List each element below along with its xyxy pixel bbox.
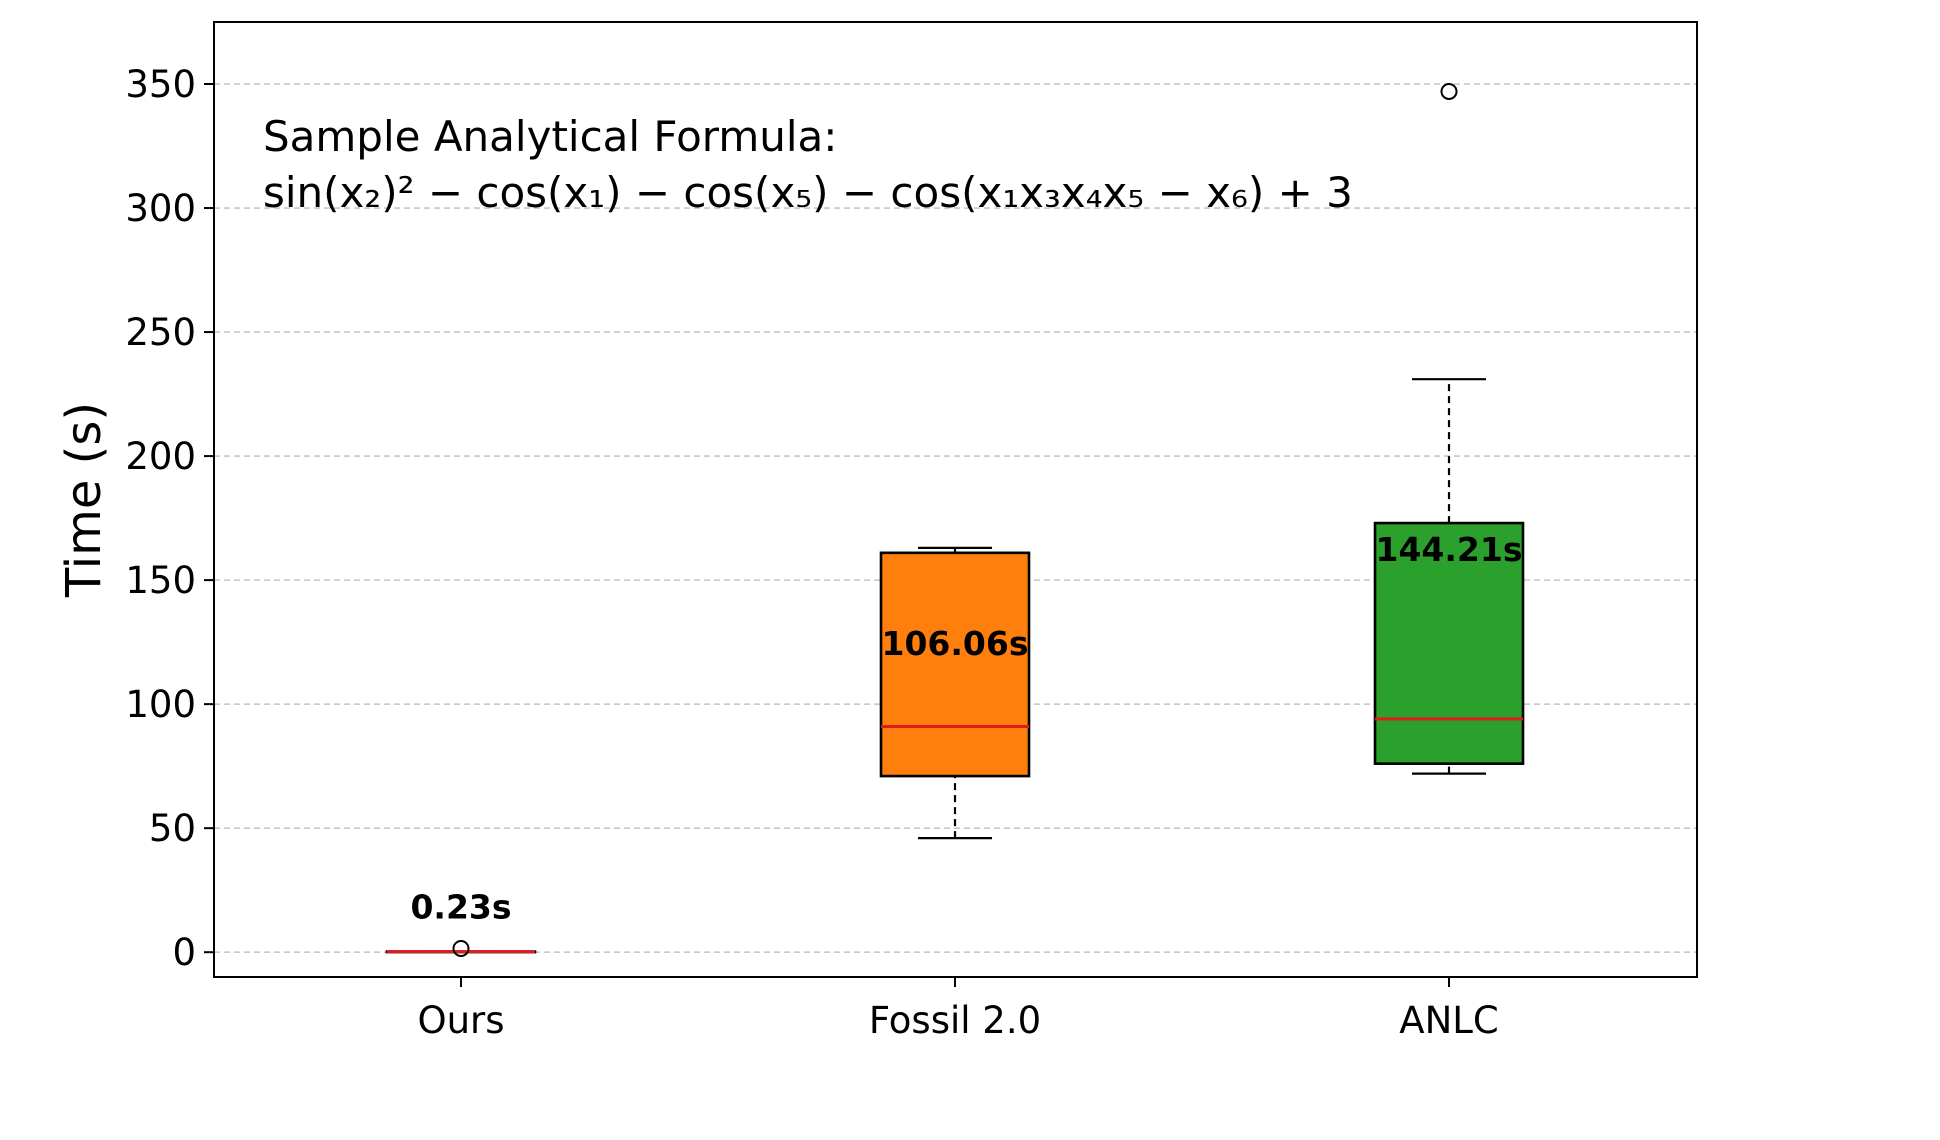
y-tick-label: 250 bbox=[125, 311, 196, 354]
y-tick-label: 100 bbox=[125, 683, 196, 726]
box-body bbox=[879, 551, 1031, 778]
box-group: 0.23s bbox=[385, 888, 537, 957]
axis-ticks: 0 50 100 150 200 250 300 350 Ours Fossil 2.0 ANLC bbox=[125, 63, 1498, 1042]
x-tick-label: Ours bbox=[417, 999, 504, 1042]
y-tick-label: 50 bbox=[149, 807, 196, 850]
annotation-title: Sample Analytical Formula: bbox=[263, 112, 837, 161]
x-tick-label: ANLC bbox=[1399, 999, 1498, 1042]
box-group: 144.21s bbox=[1373, 82, 1525, 775]
y-axis-label: Time (s) bbox=[56, 402, 112, 598]
annotation-formula: sin(x₂)² − cos(x₁) − cos(x₅) − cos(x₁x₃x… bbox=[263, 168, 1353, 217]
y-tick-label: 150 bbox=[125, 559, 196, 602]
box-body bbox=[1373, 521, 1525, 765]
box-plots: 0.23s 106.06s 144.21s bbox=[385, 82, 1525, 957]
y-tick-label: 350 bbox=[125, 63, 196, 106]
mean-value-label: 0.23s bbox=[410, 888, 511, 927]
mean-value-label: 144.21s bbox=[1376, 530, 1523, 569]
y-tick-label: 0 bbox=[172, 931, 196, 974]
x-tick-label: Fossil 2.0 bbox=[869, 999, 1041, 1042]
y-tick-label: 200 bbox=[125, 435, 196, 478]
box-group: 106.06s bbox=[879, 546, 1031, 840]
outlier-point bbox=[1440, 82, 1458, 100]
mean-value-label: 106.06s bbox=[882, 624, 1029, 663]
outlier-point bbox=[452, 939, 470, 957]
y-tick-label: 300 bbox=[125, 187, 196, 230]
